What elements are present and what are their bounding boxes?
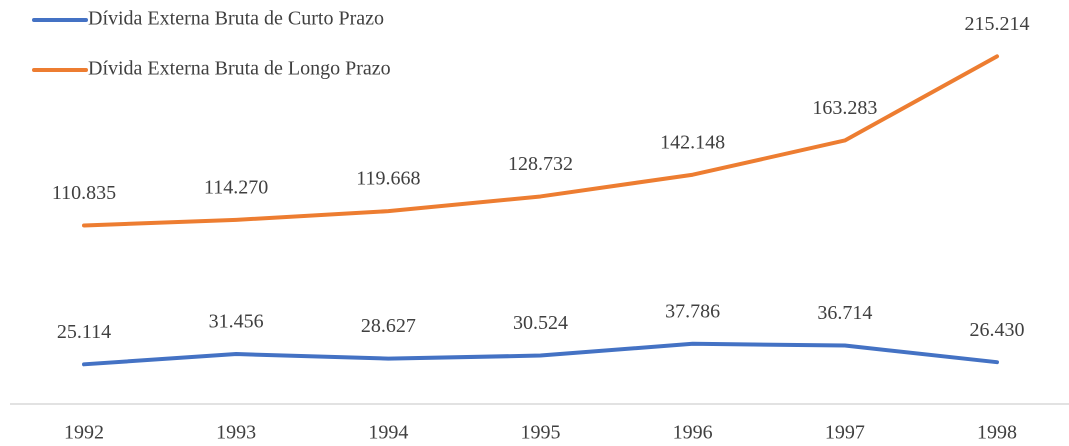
series-line [82,54,999,228]
x-tick-label: 1998 [977,422,1017,444]
x-tick-label: 1992 [64,422,104,444]
data-label: 31.456 [209,311,264,333]
x-tick-label: 1997 [825,422,865,444]
data-label: 30.524 [513,312,568,334]
series-line [82,341,999,367]
legend-label: Dívida Externa Bruta de Curto Prazo [88,8,384,30]
data-label: 25.114 [57,321,111,343]
data-label: 36.714 [817,302,872,324]
legend-label: Dívida Externa Bruta de Longo Prazo [88,58,391,80]
data-label: 114.270 [204,176,268,198]
x-tick-label: 1993 [216,422,256,444]
data-label: 110.835 [52,182,116,204]
x-tick-label: 1996 [673,422,713,444]
data-label: 128.732 [508,153,573,175]
data-label: 119.668 [356,168,420,190]
data-label: 142.148 [660,131,725,153]
x-tick-label: 1995 [521,422,561,444]
data-label: 163.283 [812,97,877,119]
data-label: 37.786 [665,300,720,322]
x-tick-label: 1994 [368,422,408,444]
data-label: 26.430 [970,319,1025,341]
data-label: 215.214 [965,13,1030,35]
data-label: 28.627 [361,315,416,337]
